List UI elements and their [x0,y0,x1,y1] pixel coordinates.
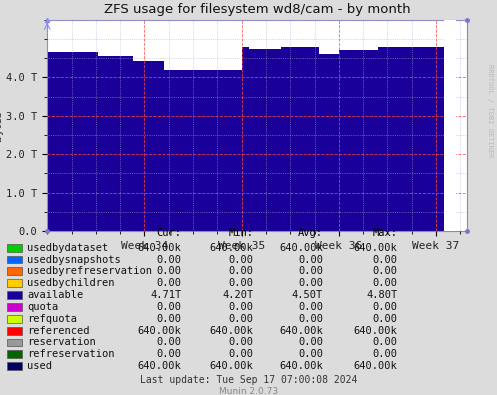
Text: 0.00: 0.00 [157,278,181,288]
Text: 0.00: 0.00 [373,349,398,359]
Text: 640.00k: 640.00k [210,325,253,336]
Title: ZFS usage for filesystem wd8/cam - by month: ZFS usage for filesystem wd8/cam - by mo… [104,3,411,16]
Text: Min:: Min: [229,228,253,238]
Y-axis label: bytes: bytes [0,110,3,141]
Text: 640.00k: 640.00k [279,243,323,253]
Text: 640.00k: 640.00k [354,361,398,371]
Text: 640.00k: 640.00k [138,325,181,336]
Text: 0.00: 0.00 [373,278,398,288]
Text: 0.00: 0.00 [298,302,323,312]
Text: used: used [27,361,52,371]
Text: 4.71T: 4.71T [150,290,181,300]
Text: 640.00k: 640.00k [279,325,323,336]
Text: 0.00: 0.00 [229,302,253,312]
Text: 0.00: 0.00 [298,266,323,276]
Text: usedbyrefreservation: usedbyrefreservation [27,266,153,276]
Text: RRDTOOL / TOBI OETIKER: RRDTOOL / TOBI OETIKER [487,64,493,157]
Text: usedbysnapshots: usedbysnapshots [27,254,121,265]
Text: 0.00: 0.00 [157,349,181,359]
Text: 0.00: 0.00 [373,266,398,276]
Text: 640.00k: 640.00k [210,361,253,371]
Text: usedbydataset: usedbydataset [27,243,108,253]
Text: refreservation: refreservation [27,349,115,359]
Text: 0.00: 0.00 [298,314,323,324]
Text: available: available [27,290,83,300]
Text: Munin 2.0.73: Munin 2.0.73 [219,387,278,395]
Text: 640.00k: 640.00k [138,243,181,253]
Text: 0.00: 0.00 [298,349,323,359]
Text: 640.00k: 640.00k [354,243,398,253]
Text: 4.20T: 4.20T [222,290,253,300]
Text: Cur:: Cur: [157,228,181,238]
Text: 0.00: 0.00 [157,337,181,348]
Text: 0.00: 0.00 [229,278,253,288]
Text: 0.00: 0.00 [373,302,398,312]
Text: usedbychildren: usedbychildren [27,278,115,288]
Text: 0.00: 0.00 [229,314,253,324]
Text: 640.00k: 640.00k [210,243,253,253]
Text: refquota: refquota [27,314,78,324]
Text: 0.00: 0.00 [229,254,253,265]
Text: 0.00: 0.00 [229,349,253,359]
Text: 0.00: 0.00 [298,337,323,348]
Text: reservation: reservation [27,337,96,348]
Text: 0.00: 0.00 [373,314,398,324]
Text: 4.80T: 4.80T [366,290,398,300]
Text: 0.00: 0.00 [229,266,253,276]
Text: 0.00: 0.00 [157,302,181,312]
Text: 640.00k: 640.00k [354,325,398,336]
Text: 0.00: 0.00 [157,314,181,324]
Text: 4.50T: 4.50T [292,290,323,300]
Text: 640.00k: 640.00k [138,361,181,371]
Text: 0.00: 0.00 [157,254,181,265]
Text: quota: quota [27,302,59,312]
Text: 0.00: 0.00 [157,266,181,276]
Text: 0.00: 0.00 [373,254,398,265]
Text: 0.00: 0.00 [298,254,323,265]
Text: Max:: Max: [373,228,398,238]
Text: 640.00k: 640.00k [279,361,323,371]
Text: Avg:: Avg: [298,228,323,238]
Text: 0.00: 0.00 [298,278,323,288]
Text: 0.00: 0.00 [373,337,398,348]
Text: 0.00: 0.00 [229,337,253,348]
Text: referenced: referenced [27,325,90,336]
Text: Last update: Tue Sep 17 07:00:08 2024: Last update: Tue Sep 17 07:00:08 2024 [140,375,357,386]
